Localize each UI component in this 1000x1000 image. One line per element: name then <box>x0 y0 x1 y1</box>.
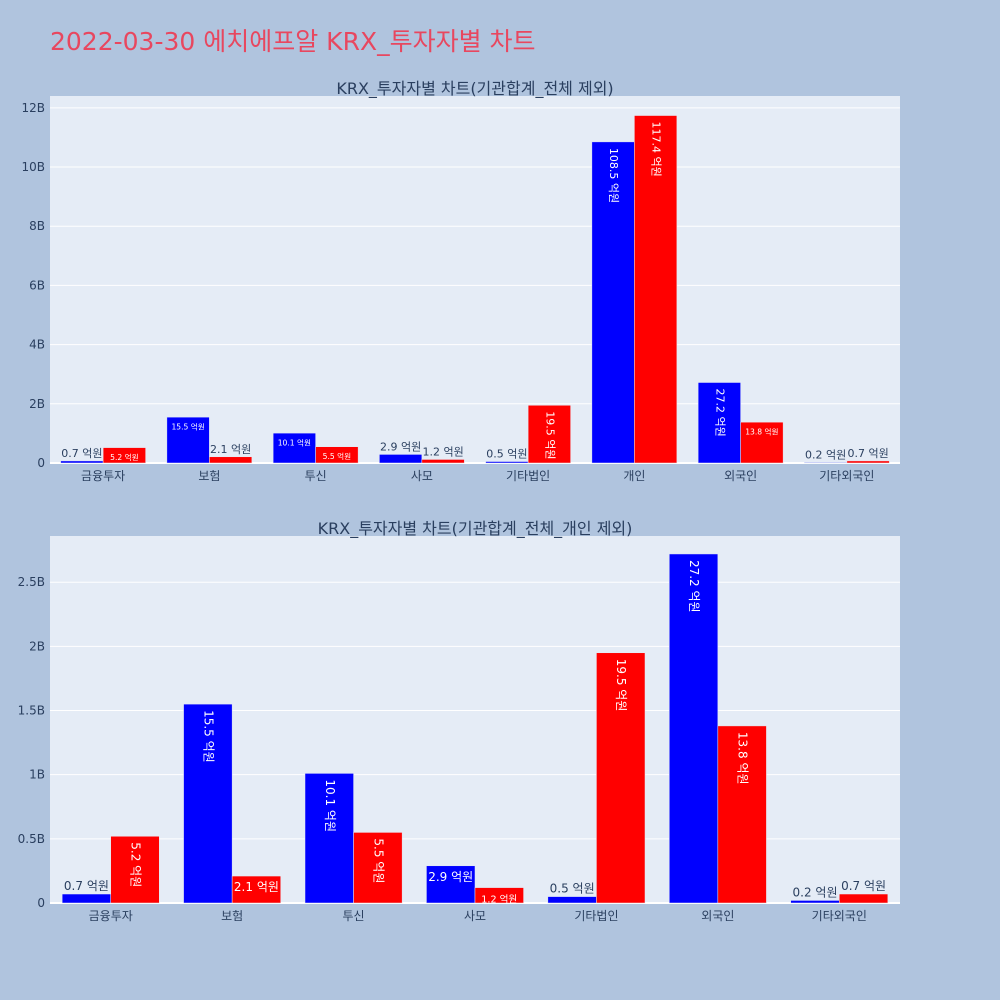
data-label: 1.2 억원 <box>481 894 517 906</box>
bar-blue <box>804 462 848 464</box>
y-tick-label: 1B <box>29 768 45 782</box>
bar-blue <box>379 454 423 464</box>
bar-red <box>353 832 403 904</box>
page-title: 2022-03-30 에치에프알 KRX_투자자별 차트 <box>50 27 536 56</box>
data-label: 117.4 억원 <box>650 122 663 177</box>
bar-blue <box>304 773 354 904</box>
bar-red <box>634 115 678 464</box>
chart-title: KRX_투자자별 차트(기관합계_전체_개인 제외) <box>318 519 633 539</box>
bar-red <box>846 460 890 464</box>
data-label: 10.1 억원 <box>323 779 337 832</box>
y-tick-label: 0 <box>37 896 45 910</box>
data-label: 5.5 억원 <box>323 452 351 461</box>
x-tick-label: 외국인 <box>724 469 757 483</box>
plot-area <box>50 536 900 903</box>
bar-red <box>110 836 160 904</box>
data-label: 0.5 억원 <box>550 882 595 896</box>
x-tick-label: 개인 <box>623 469 645 483</box>
data-label: 5.5 억원 <box>371 838 385 883</box>
bar-red <box>527 405 571 464</box>
y-tick-label: 12B <box>21 101 45 115</box>
x-tick-label: 보험 <box>221 909 243 923</box>
y-tick-label: 8B <box>29 219 45 233</box>
bar-red <box>717 725 767 904</box>
x-tick-label: 기타법인 <box>506 469 550 483</box>
y-tick-label: 0 <box>37 456 45 470</box>
data-label: 0.2 억원 <box>793 885 838 899</box>
data-label: 0.7 억원 <box>848 447 889 460</box>
y-tick-label: 10B <box>21 160 45 174</box>
data-label: 5.2 억원 <box>129 842 143 887</box>
bar-blue <box>60 460 104 464</box>
data-label: 10.1 억원 <box>278 439 311 448</box>
bar-red <box>231 875 281 904</box>
bar-blue <box>183 703 233 904</box>
data-label: 19.5 억원 <box>614 659 628 712</box>
data-label: 27.2 억원 <box>713 388 726 436</box>
y-tick-label: 4B <box>29 338 45 352</box>
data-label: 108.5 억원 <box>607 148 620 203</box>
x-tick-label: 투신 <box>305 469 327 483</box>
bar-blue <box>547 896 597 904</box>
chart-krx-excluding-institutions: KRX_투자자별 차트(기관합계_전체 제외) 0 2B 4B 6B 8B 10B 12B 금융… <box>21 79 900 483</box>
bar-blue <box>166 416 210 464</box>
plot-area <box>50 96 900 463</box>
bar-red <box>596 652 646 904</box>
data-label: 2.9 억원 <box>380 440 421 453</box>
x-tick-label: 기타외국인 <box>812 909 867 923</box>
x-tick-label: 금융투자 <box>81 469 125 483</box>
x-tick-label: 사모 <box>464 909 486 923</box>
y-tick-label: 1.5B <box>18 704 45 718</box>
data-label: 2.1 억원 <box>234 880 279 894</box>
bar-blue <box>591 141 635 464</box>
bar-red <box>839 893 889 904</box>
x-tick-label: 보험 <box>198 469 220 483</box>
y-tick-label: 6B <box>29 278 45 292</box>
bar-red <box>421 459 465 464</box>
x-tick-label: 외국인 <box>701 909 734 923</box>
data-label: 0.2 억원 <box>805 448 846 461</box>
bar-blue <box>272 432 316 464</box>
bar-red <box>102 447 146 464</box>
data-label: 27.2 억원 <box>687 560 701 613</box>
x-tick-label: 투신 <box>343 909 365 923</box>
data-label: 13.8 억원 <box>736 732 750 785</box>
chart-title: KRX_투자자별 차트(기관합계_전체 제외) <box>336 79 613 99</box>
bar-red <box>474 887 524 904</box>
bar-blue <box>485 461 529 464</box>
chart-krx-excluding-institutions-individuals: KRX_투자자별 차트(기관합계_전체_개인 제외) 0 0.5B 1B 1.5B 2B 2… <box>18 519 900 923</box>
bar-blue <box>790 900 840 904</box>
x-tick-label: 금융투자 <box>89 909 133 923</box>
data-label: 15.5 억원 <box>201 710 215 763</box>
data-label: 5.2 억원 <box>110 453 138 462</box>
bar-blue <box>697 382 741 464</box>
data-label: 0.7 억원 <box>61 447 102 460</box>
data-label: 2.1 억원 <box>210 443 251 456</box>
bar-red <box>315 446 359 464</box>
data-label: 0.5 억원 <box>486 448 527 461</box>
bar-blue <box>426 865 476 904</box>
y-tick-label: 2.5B <box>18 575 45 589</box>
x-tick-label: 기타법인 <box>574 909 618 923</box>
bar-blue <box>61 893 111 904</box>
x-tick-label: 기타외국인 <box>819 469 874 483</box>
y-tick-label: 2B <box>29 397 45 411</box>
y-tick-label: 2B <box>29 639 45 653</box>
bar-blue <box>669 553 719 904</box>
data-label: 0.7 억원 <box>64 879 109 893</box>
bar-red <box>209 456 253 464</box>
data-label: 0.7 억원 <box>841 879 886 893</box>
data-label: 1.2 억원 <box>423 445 464 458</box>
data-label: 15.5 억원 <box>171 423 204 432</box>
data-label: 19.5 억원 <box>543 411 556 459</box>
x-tick-label: 사모 <box>411 469 433 483</box>
y-tick-label: 0.5B <box>18 832 45 846</box>
data-label: 13.8 억원 <box>745 428 778 437</box>
data-label: 2.9 억원 <box>428 870 473 884</box>
bar-red <box>740 421 784 464</box>
